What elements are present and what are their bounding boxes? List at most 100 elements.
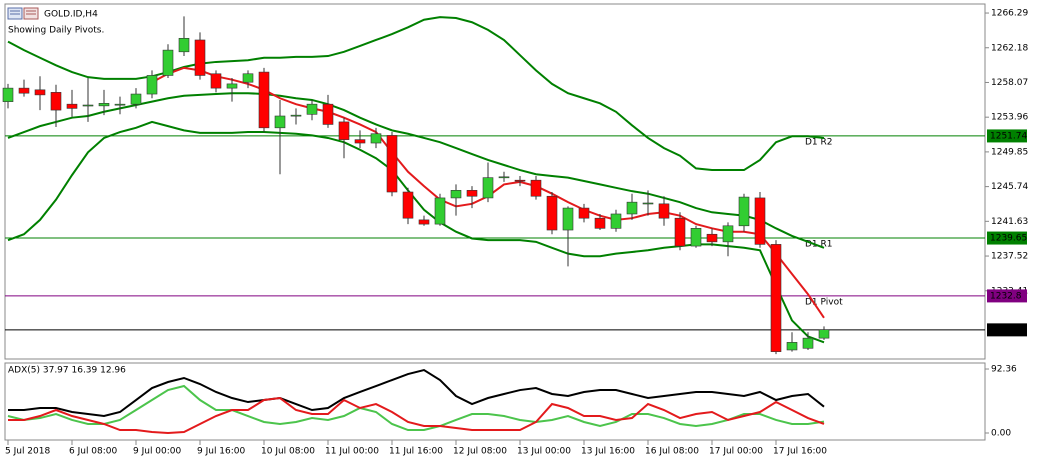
candle-body: [290, 114, 302, 117]
candle-body: [370, 133, 382, 144]
symbol-icon: [7, 7, 39, 20]
candle-body: [706, 233, 718, 243]
indicator-line: [7, 120, 825, 344]
x-tick-label: 11 Jul 16:00: [389, 447, 443, 457]
level-price-label: 1251.74: [990, 131, 1027, 141]
y-tick-label: 1241.63: [991, 217, 1028, 227]
x-tick-label: 9 Jul 16:00: [197, 447, 246, 457]
level-label: D1 R1: [805, 240, 833, 250]
candle-body: [338, 121, 350, 140]
level-price-label: 1239.65: [990, 234, 1027, 244]
indicator-line: [7, 92, 825, 249]
candle-body: [402, 191, 414, 219]
candle-body: [754, 197, 766, 245]
level-price-box: [987, 289, 1027, 303]
x-tick-label: 13 Jul 16:00: [581, 447, 635, 457]
x-tick-label: 9 Jul 00:00: [133, 447, 182, 457]
candle-body: [642, 202, 654, 205]
x-tick-label: 17 Jul 16:00: [773, 447, 827, 457]
candle-body: [50, 92, 62, 111]
candle-body: [34, 89, 46, 96]
indicator-line: [8, 368, 825, 418]
candle-body: [418, 219, 430, 225]
candle-body: [594, 217, 606, 229]
candle-body: [194, 39, 206, 76]
x-tick-label: 13 Jul 00:00: [517, 447, 571, 457]
candle-body: [738, 196, 750, 227]
y-tick-label: 1262.18: [991, 43, 1028, 53]
candle-body: [770, 244, 782, 352]
candle-body: [818, 329, 830, 339]
y-tick-label: 92.36: [991, 365, 1017, 375]
candle-body: [434, 197, 446, 225]
y-tick-label: 1266.29: [991, 9, 1028, 19]
chart-subtitle: Showing Daily Pivots.: [8, 26, 104, 36]
level-label: D1 Pivot: [805, 297, 843, 307]
candle-body: [546, 195, 558, 231]
candle-body: [322, 103, 334, 125]
candle-body: [450, 190, 462, 199]
candle-body: [658, 203, 670, 219]
y-tick-label: 1245.74: [991, 182, 1028, 192]
candle-body: [226, 83, 238, 89]
candle-body: [578, 207, 590, 219]
candle-body: [690, 228, 702, 247]
candle-body: [114, 103, 126, 106]
x-tick-label: 5 Jul 2018: [5, 447, 50, 457]
candle-body: [274, 115, 286, 129]
candle-body: [498, 176, 510, 179]
candle-body: [178, 37, 190, 53]
x-tick-label: 17 Jul 00:00: [709, 447, 763, 457]
candle-body: [258, 71, 270, 129]
candle-body: [674, 217, 686, 247]
candle-body: [562, 207, 574, 231]
candle-body: [162, 49, 174, 76]
x-tick-label: 16 Jul 08:00: [645, 447, 699, 457]
chart-title: GOLD.ID,H4: [44, 10, 98, 20]
indicator-line: [8, 396, 825, 435]
candle-body: [466, 190, 478, 197]
candle-body: [386, 135, 398, 193]
candle-body: [2, 87, 14, 102]
candle-body: [242, 73, 254, 83]
level-price-label: 1232.8: [990, 291, 1022, 301]
x-tick-label: 6 Jul 08:00: [69, 447, 118, 457]
level-price-box: [987, 231, 1027, 245]
candle-body: [130, 93, 142, 105]
y-tick-label: 1237.52: [991, 252, 1028, 262]
x-tick-label: 10 Jul 08:00: [261, 447, 315, 457]
level-price-box: [987, 323, 1027, 337]
y-tick-label: 0.00: [991, 429, 1011, 439]
candle-body: [482, 177, 494, 199]
level-price-box: [987, 129, 1027, 143]
indicator-panel: [4, 362, 986, 441]
candle-body: [210, 73, 222, 89]
candle-body: [786, 342, 798, 351]
candle-body: [66, 103, 78, 109]
candle-body: [306, 103, 318, 115]
candle-body: [802, 337, 814, 349]
candle-body: [530, 179, 542, 197]
level-label: D1 R2: [805, 137, 833, 147]
indicator-title: ADX(5) 37.97 16.39 12.96: [8, 366, 126, 376]
y-tick-label: 1253.96: [991, 113, 1028, 123]
candle-body: [610, 213, 622, 229]
x-tick-label: 12 Jul 08:00: [453, 447, 507, 457]
indicator-line: [7, 16, 825, 172]
candle-body: [146, 75, 158, 95]
candle-body: [722, 225, 734, 243]
candle-body: [514, 179, 526, 182]
candle-body: [354, 139, 366, 144]
level-price-label: 1228.78: [990, 325, 1027, 335]
y-tick-label: 1258.07: [991, 78, 1028, 88]
candle-body: [18, 87, 30, 94]
candle-body: [98, 103, 110, 107]
x-tick-label: 11 Jul 00:00: [325, 447, 379, 457]
candle-body: [626, 201, 638, 215]
candle-body: [82, 104, 94, 107]
price-panel: [4, 3, 986, 360]
y-tick-label: 1249.85: [991, 147, 1028, 157]
indicator-line: [7, 384, 825, 432]
